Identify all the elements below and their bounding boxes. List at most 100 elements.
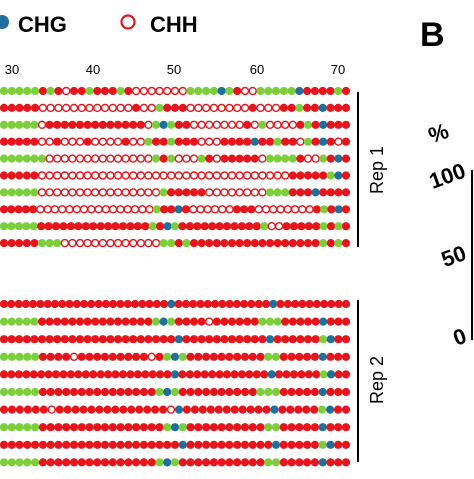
methylated-chh-site bbox=[246, 405, 255, 414]
methylated-chh-site bbox=[66, 222, 75, 231]
methylated-chh-site bbox=[174, 120, 183, 129]
cg-site bbox=[197, 154, 206, 163]
methylated-chh-site bbox=[238, 405, 247, 414]
methylated-chh-site bbox=[113, 317, 123, 326]
methylated-chh-site bbox=[341, 440, 351, 449]
legend: CHG CHH bbox=[0, 12, 198, 37]
methylated-chh-site bbox=[294, 405, 303, 414]
methylated-chh-site bbox=[136, 335, 145, 344]
unmethylated-chh-site bbox=[128, 188, 138, 197]
methylated-chh-site bbox=[98, 317, 107, 326]
methylated-chh-site bbox=[69, 458, 79, 467]
unmethylated-chh-site bbox=[113, 188, 123, 197]
methylated-chh-site bbox=[296, 120, 305, 129]
methylated-chh-site bbox=[310, 423, 319, 432]
methylated-chh-site bbox=[186, 352, 195, 361]
chg-site bbox=[250, 137, 259, 146]
methylated-chh-site bbox=[282, 370, 291, 379]
methylated-chh-site bbox=[60, 317, 69, 326]
unmethylated-chh-site bbox=[75, 238, 85, 248]
chg-site bbox=[167, 299, 176, 309]
unmethylated-chh-site bbox=[130, 205, 140, 214]
methylated-chh-site bbox=[240, 205, 249, 214]
methylated-chh-site bbox=[55, 405, 64, 414]
methylated-chh-site bbox=[326, 239, 335, 248]
unmethylated-chh-site bbox=[220, 171, 229, 180]
rep-2-label: Rep 2 bbox=[367, 356, 387, 404]
methylated-chh-site bbox=[91, 120, 100, 129]
methylated-chh-site bbox=[53, 335, 62, 344]
unmethylated-chh-site bbox=[276, 205, 285, 214]
methylated-chh-site bbox=[235, 239, 244, 248]
methylated-chh-site bbox=[326, 120, 335, 129]
methylated-chh-site bbox=[15, 171, 24, 180]
methylated-chh-site bbox=[81, 370, 90, 379]
methylated-chh-site bbox=[232, 299, 241, 309]
cg-site bbox=[7, 458, 16, 467]
methylated-chh-site bbox=[194, 458, 203, 467]
methylated-chh-site bbox=[341, 137, 351, 146]
unmethylated-chh-site bbox=[227, 188, 237, 197]
unmethylated-chh-site bbox=[197, 137, 206, 146]
cg-site bbox=[319, 370, 328, 379]
methylated-chh-site bbox=[139, 352, 148, 361]
unmethylated-chh-site bbox=[189, 120, 199, 130]
methylated-chh-site bbox=[83, 335, 92, 344]
methylated-chh-site bbox=[72, 299, 81, 309]
unmethylated-chh-site bbox=[121, 188, 130, 197]
methylated-chh-site bbox=[129, 335, 138, 344]
methylated-chh-site bbox=[261, 299, 271, 309]
methylated-chh-site bbox=[326, 387, 335, 397]
methylated-chh-site bbox=[341, 154, 351, 163]
cg-site bbox=[37, 239, 47, 248]
chg-site bbox=[326, 335, 335, 344]
methylated-chh-site bbox=[291, 299, 300, 309]
cg-site bbox=[319, 154, 328, 163]
unmethylated-chh-site bbox=[174, 171, 184, 180]
methylated-chh-site bbox=[113, 120, 123, 129]
methylated-chh-site bbox=[341, 299, 351, 309]
unmethylated-chh-site bbox=[113, 137, 123, 146]
unmethylated-chh-site bbox=[204, 171, 214, 180]
methylated-chh-site bbox=[202, 423, 211, 432]
methylated-chh-site bbox=[193, 222, 202, 231]
unmethylated-chh-site bbox=[37, 120, 47, 130]
methylated-chh-site bbox=[225, 352, 234, 361]
cg-site bbox=[7, 154, 16, 163]
methylated-chh-site bbox=[69, 423, 79, 432]
methylated-chh-site bbox=[85, 352, 94, 361]
unmethylated-chh-site bbox=[106, 238, 115, 248]
methylated-chh-site bbox=[297, 370, 306, 379]
unmethylated-chh-site bbox=[90, 238, 100, 248]
methylated-chh-site bbox=[7, 171, 16, 180]
cg-site bbox=[30, 317, 39, 326]
methylated-chh-site bbox=[254, 405, 263, 414]
methylated-chh-site bbox=[217, 423, 226, 432]
methylated-chh-site bbox=[124, 387, 133, 397]
methylated-chh-site bbox=[186, 440, 195, 449]
cg-site bbox=[288, 154, 297, 163]
methylated-chh-site bbox=[178, 387, 187, 397]
methylated-chh-site bbox=[98, 120, 107, 129]
methylated-chh-site bbox=[200, 370, 209, 379]
methylated-chh-site bbox=[182, 120, 191, 129]
methylated-chh-site bbox=[77, 440, 86, 449]
methylated-chh-site bbox=[81, 222, 90, 231]
methylated-chh-site bbox=[296, 188, 305, 197]
unmethylated-chh-site bbox=[271, 103, 281, 113]
methylated-chh-site bbox=[87, 299, 96, 309]
methylated-chh-site bbox=[225, 423, 234, 432]
methylated-chh-site bbox=[185, 370, 194, 379]
chg-site bbox=[334, 171, 343, 180]
cg-site bbox=[265, 317, 275, 326]
cg-site bbox=[326, 171, 335, 180]
cg-site bbox=[0, 317, 9, 326]
methylated-chh-site bbox=[155, 352, 164, 361]
methylated-chh-site bbox=[15, 239, 24, 248]
methylated-chh-site bbox=[21, 205, 30, 214]
unmethylated-chh-site bbox=[69, 352, 79, 361]
methylated-chh-site bbox=[75, 335, 85, 344]
methylated-chh-site bbox=[196, 299, 205, 309]
chg-site bbox=[334, 154, 343, 163]
methylated-chh-site bbox=[240, 423, 250, 432]
